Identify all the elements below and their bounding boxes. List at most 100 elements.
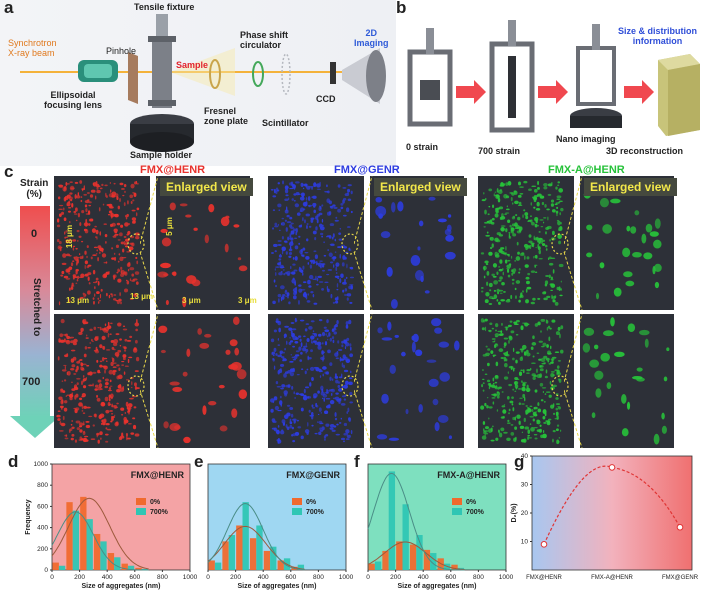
chart-d-title: FMX@HENR bbox=[131, 470, 185, 480]
chart-g-ytick-label-30: 30 bbox=[521, 482, 529, 489]
chart-g-point-0 bbox=[540, 541, 548, 548]
chart-e-bar-0pct-2 bbox=[236, 525, 243, 570]
imaging-label: 2D Imaging bbox=[354, 28, 389, 48]
enlarged-tile-c3-r2 bbox=[580, 314, 674, 448]
chart-g-xlabel-0: FMX@HENR bbox=[526, 575, 562, 581]
panel-label-e: e bbox=[194, 452, 204, 471]
dimension-dim_3a: 3 μm bbox=[182, 296, 201, 305]
chart-d-xtick-label-200: 200 bbox=[74, 574, 85, 581]
b-size-info-label: Size & distribution information bbox=[618, 26, 698, 46]
fixture-0-strain bbox=[407, 28, 453, 127]
chart-d-bar-0pct-2 bbox=[80, 496, 87, 570]
nano-imaging-stage bbox=[570, 24, 622, 128]
ellipsoidal-label: Ellipsoidal focusing lens bbox=[44, 90, 103, 110]
chart-f-bar-0pct-3 bbox=[409, 544, 417, 570]
chart-f-bar-0pct-0 bbox=[368, 563, 375, 570]
pinhole-plate bbox=[128, 52, 138, 104]
chart-e-bar-0pct-5 bbox=[277, 560, 284, 570]
strain-arrow-shaft bbox=[20, 206, 50, 418]
beam-cone bbox=[170, 48, 235, 96]
panel-label-c: c bbox=[4, 162, 14, 181]
fixture-700-strain bbox=[489, 20, 535, 133]
chart-g-ytick-label-40: 40 bbox=[521, 453, 529, 460]
ccd bbox=[330, 62, 336, 84]
enlarged-tile-c2-r2 bbox=[370, 314, 464, 448]
chart-e-title: FMX@GENR bbox=[286, 470, 340, 480]
sample-holder-label: Sample holder bbox=[130, 150, 193, 160]
chart-d-ytick-label-600: 600 bbox=[37, 503, 48, 510]
overview-tile-c2-r1 bbox=[268, 176, 364, 310]
chart-e-xlabel: Size of aggregates (nm) bbox=[238, 583, 317, 590]
chart-d-xtick-label-400: 400 bbox=[102, 574, 113, 581]
chart-e-xtick-label-200: 200 bbox=[230, 574, 241, 581]
chart-g-plot-area bbox=[531, 455, 693, 571]
chart-d-bar-0pct-1 bbox=[66, 502, 73, 570]
chart-d-bar-700pct-0 bbox=[58, 565, 66, 570]
overview-tile-c3-r2 bbox=[478, 314, 574, 448]
chart-f-bar-0pct-4 bbox=[423, 549, 431, 570]
b-700-strain-label: 700 strain bbox=[478, 146, 521, 156]
chart-d-ytick-label-400: 400 bbox=[37, 525, 48, 532]
chart-f-title: FMX-A@HENR bbox=[437, 470, 500, 480]
col-title-3: FMX-A@HENR bbox=[548, 164, 625, 176]
chart-g-ytick-label-20: 20 bbox=[521, 510, 529, 517]
chart-d-ytick-label-800: 800 bbox=[37, 482, 48, 489]
chart-f-xtick-label-600: 600 bbox=[445, 574, 456, 581]
enlarged-tile-c1-r2 bbox=[156, 314, 250, 448]
workflow-diagram bbox=[407, 20, 700, 136]
arrow-2 bbox=[538, 80, 568, 104]
chart-f-xtick-label-1000: 1000 bbox=[499, 574, 514, 581]
chart-e-xtick-label-600: 600 bbox=[285, 574, 296, 581]
chart-f-bar-0pct-1 bbox=[382, 550, 389, 570]
chart-f-legend-swatch-0 bbox=[452, 498, 462, 505]
stretched-label: Stretched to bbox=[31, 278, 42, 337]
phase-shift-circulator bbox=[252, 61, 264, 87]
connector-c3-r1 bbox=[564, 176, 583, 310]
strain-title: Strain (%) bbox=[20, 178, 49, 200]
chart-d-legend-label-1: 700% bbox=[150, 509, 169, 516]
scintillator bbox=[281, 53, 291, 95]
chart-d-legend-swatch-0 bbox=[136, 498, 146, 505]
chart-f-bar-0pct-2 bbox=[396, 541, 403, 570]
tensile-label: Tensile fixture bbox=[134, 2, 195, 12]
chart-d-bar-0pct-5 bbox=[121, 563, 128, 570]
chart-d-bar-700pct-4 bbox=[114, 557, 121, 570]
chart-e-bar-700pct-0 bbox=[214, 562, 222, 570]
chart-f-bar-700pct-1 bbox=[388, 471, 396, 570]
chart-d-bar-700pct-3 bbox=[100, 541, 107, 570]
panel-label-a: a bbox=[4, 0, 14, 17]
chart-e-legend-swatch-0 bbox=[292, 498, 302, 505]
chart-g-line bbox=[543, 465, 681, 545]
chart-f-bar-700pct-2 bbox=[402, 504, 409, 570]
chart-d-xtick-label-0: 0 bbox=[50, 574, 54, 581]
chart-f-xtick-label-800: 800 bbox=[473, 574, 484, 581]
chart-f-fit-0pct bbox=[367, 541, 465, 570]
dimension-dim_3b: 3 μm bbox=[238, 296, 257, 305]
chart-e-legend-swatch-1 bbox=[292, 508, 302, 515]
enlarged-tile-c3-r1 bbox=[580, 176, 674, 310]
chart-e-bar-0pct-3 bbox=[249, 538, 257, 570]
chart-d-ytick-label-0: 0 bbox=[44, 567, 48, 574]
tensile-fixture bbox=[152, 38, 172, 108]
chart-f-bar-700pct-0 bbox=[374, 561, 382, 570]
chart-e-xtick-label-400: 400 bbox=[258, 574, 269, 581]
chart-e-bar-700pct-4 bbox=[270, 546, 277, 570]
chart-g-ylabel: D₂(%) bbox=[511, 503, 518, 522]
chart-f-fit-700pct bbox=[367, 472, 465, 571]
chart-g-point-1 bbox=[608, 464, 616, 471]
chart-f-bar-0pct-5 bbox=[437, 558, 444, 570]
beamline-diagram bbox=[20, 14, 386, 152]
fresnel-zone-plate bbox=[209, 59, 221, 89]
overview-tile-c3-r1 bbox=[478, 176, 574, 310]
dimension-dim_13b: 13 μm bbox=[130, 292, 154, 301]
arrow-3 bbox=[624, 80, 654, 104]
overview-tile-c2-r2 bbox=[268, 314, 364, 448]
chart-e-fit-0pct bbox=[207, 525, 305, 570]
chart-e-bar-0pct-0 bbox=[208, 560, 215, 570]
chart-d-xlabel: Size of aggregates (nm) bbox=[82, 583, 161, 590]
chart-e-bar-700pct-6 bbox=[297, 564, 305, 570]
chart-e-legend-label-0: 0% bbox=[306, 499, 317, 506]
enlarged-tile-c2-r1 bbox=[370, 176, 464, 310]
chart-g-point-2 bbox=[676, 523, 684, 531]
arrow-1 bbox=[456, 80, 486, 104]
